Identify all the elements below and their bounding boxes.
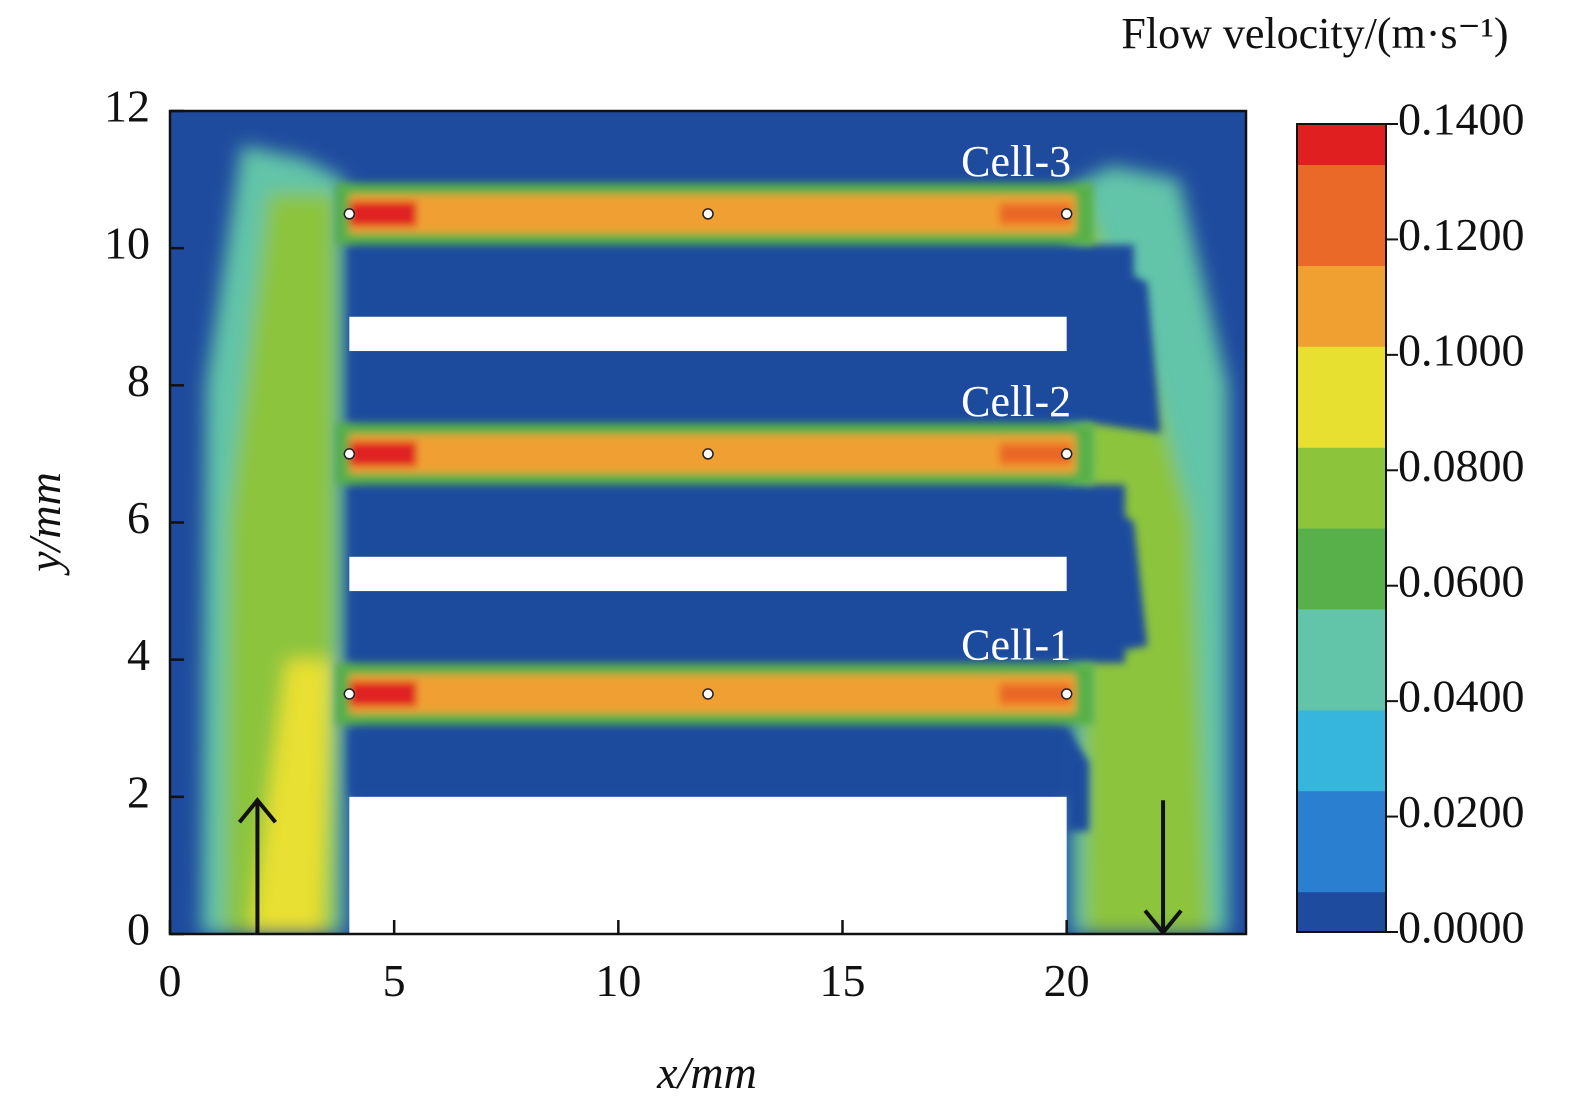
colorbar-step — [1297, 204, 1386, 226]
x-axis-label: x/mm — [656, 1047, 757, 1098]
y-tick-label: 12 — [104, 81, 150, 132]
flow-region — [250, 659, 332, 934]
colorbar-tick-label: 0.1000 — [1398, 324, 1525, 375]
colorbar-step — [1297, 225, 1386, 246]
channels — [335, 183, 1094, 725]
colorbar-step — [1297, 810, 1386, 832]
cell-label: Cell-1 — [961, 620, 1071, 669]
solid-gap — [349, 316, 1067, 352]
colorbar-step — [1297, 326, 1386, 347]
probe-point — [1060, 208, 1073, 220]
cell-label: Cell-3 — [961, 137, 1071, 186]
colorbar-step — [1297, 265, 1386, 287]
colorbar-tick-label: 0.0200 — [1398, 786, 1525, 837]
colorbar-step — [1297, 507, 1386, 529]
solid-gap — [349, 796, 1067, 934]
probe-point — [1060, 688, 1073, 700]
flow-blocks — [349, 244, 1161, 832]
colorbar-step — [1297, 346, 1386, 367]
probe-point — [702, 688, 714, 700]
channel-hot — [349, 441, 417, 467]
colorbar-step — [1297, 629, 1386, 650]
flow-region — [1066, 248, 1161, 434]
colorbar-step — [1297, 164, 1386, 186]
colorbar-step — [1297, 285, 1386, 307]
y-tick-label: 4 — [127, 629, 150, 680]
x-tick-label: 5 — [383, 955, 406, 1006]
y-tick-label: 6 — [127, 492, 150, 543]
colorbar-step — [1297, 588, 1386, 610]
colorbar-step — [1297, 467, 1386, 489]
colorbar-step — [1297, 528, 1386, 549]
flow-region — [1066, 481, 1148, 660]
probe-point — [702, 208, 714, 220]
arrow-head — [237, 797, 277, 824]
colorbar-step — [1297, 831, 1386, 852]
colorbar-step — [1297, 447, 1386, 468]
probe-point — [343, 448, 356, 460]
colorbar-tick-label: 0.0800 — [1398, 440, 1525, 491]
colorbar-tick-label: 0.0000 — [1398, 902, 1525, 953]
probe-point — [343, 688, 356, 700]
probe-point — [702, 448, 714, 460]
colorbar-step — [1297, 689, 1386, 711]
x-tick-label: 0 — [159, 955, 182, 1006]
colorbar-step — [1297, 548, 1386, 569]
x-tick-label: 15 — [820, 955, 866, 1006]
y-tick-label: 8 — [127, 355, 150, 406]
colorbar-tick-label: 0.0400 — [1398, 671, 1525, 722]
colorbar-step — [1297, 649, 1386, 670]
channel-hot — [349, 201, 417, 227]
colorbar-step — [1297, 730, 1386, 751]
colorbar-step — [1297, 406, 1386, 428]
y-tick-label: 2 — [127, 766, 150, 817]
colorbar-step — [1297, 245, 1386, 266]
probe-point — [1060, 448, 1073, 460]
colorbar-label: Flow velocity/(m·s⁻¹) — [1121, 9, 1508, 58]
colorbar-step — [1297, 427, 1386, 448]
colorbar-step — [1297, 669, 1386, 691]
colorbar-step — [1297, 891, 1386, 913]
flow-field — [170, 111, 1246, 934]
colorbar-step — [1297, 770, 1386, 792]
colorbar-tick-label: 0.1400 — [1398, 94, 1525, 145]
colorbar-step — [1297, 871, 1386, 893]
colorbar-step — [1297, 366, 1386, 388]
y-tick-label: 0 — [127, 904, 150, 955]
y-axis-label: y/mm — [19, 472, 70, 576]
colorbar-step — [1297, 568, 1386, 590]
probe-point — [343, 208, 356, 220]
channel-hot — [999, 443, 1072, 465]
cell-label: Cell-2 — [961, 377, 1071, 426]
colorbar-step — [1297, 911, 1386, 933]
y-tick-label: 10 — [104, 218, 150, 269]
x-tick-label: 10 — [595, 955, 641, 1006]
colorbar-step — [1297, 487, 1386, 509]
colorbar-frame — [1296, 123, 1387, 933]
solid-gap — [349, 556, 1067, 592]
colorbar-step — [1297, 386, 1386, 408]
arrow-head — [1143, 909, 1183, 934]
colorbar-step — [1297, 124, 1386, 145]
colorbar-tick-label: 0.1200 — [1398, 209, 1525, 260]
channel-hot — [999, 203, 1072, 225]
colorbar-step — [1297, 750, 1386, 771]
channel-hot — [349, 681, 417, 707]
flow-region — [1120, 762, 1202, 934]
colorbar-tick-label: 0.0600 — [1398, 555, 1525, 606]
flow-region — [349, 728, 1067, 797]
colorbar-step — [1297, 851, 1386, 872]
colorbar-step — [1297, 184, 1386, 206]
x-tick-label: 20 — [1044, 955, 1090, 1006]
colorbar-step — [1297, 144, 1386, 165]
colorbar-step — [1297, 608, 1386, 630]
channel-hot — [999, 683, 1072, 705]
colorbar-step — [1297, 790, 1386, 812]
flow-region — [1066, 728, 1090, 832]
colorbar-step — [1297, 305, 1386, 327]
colorbar-step — [1297, 709, 1386, 731]
